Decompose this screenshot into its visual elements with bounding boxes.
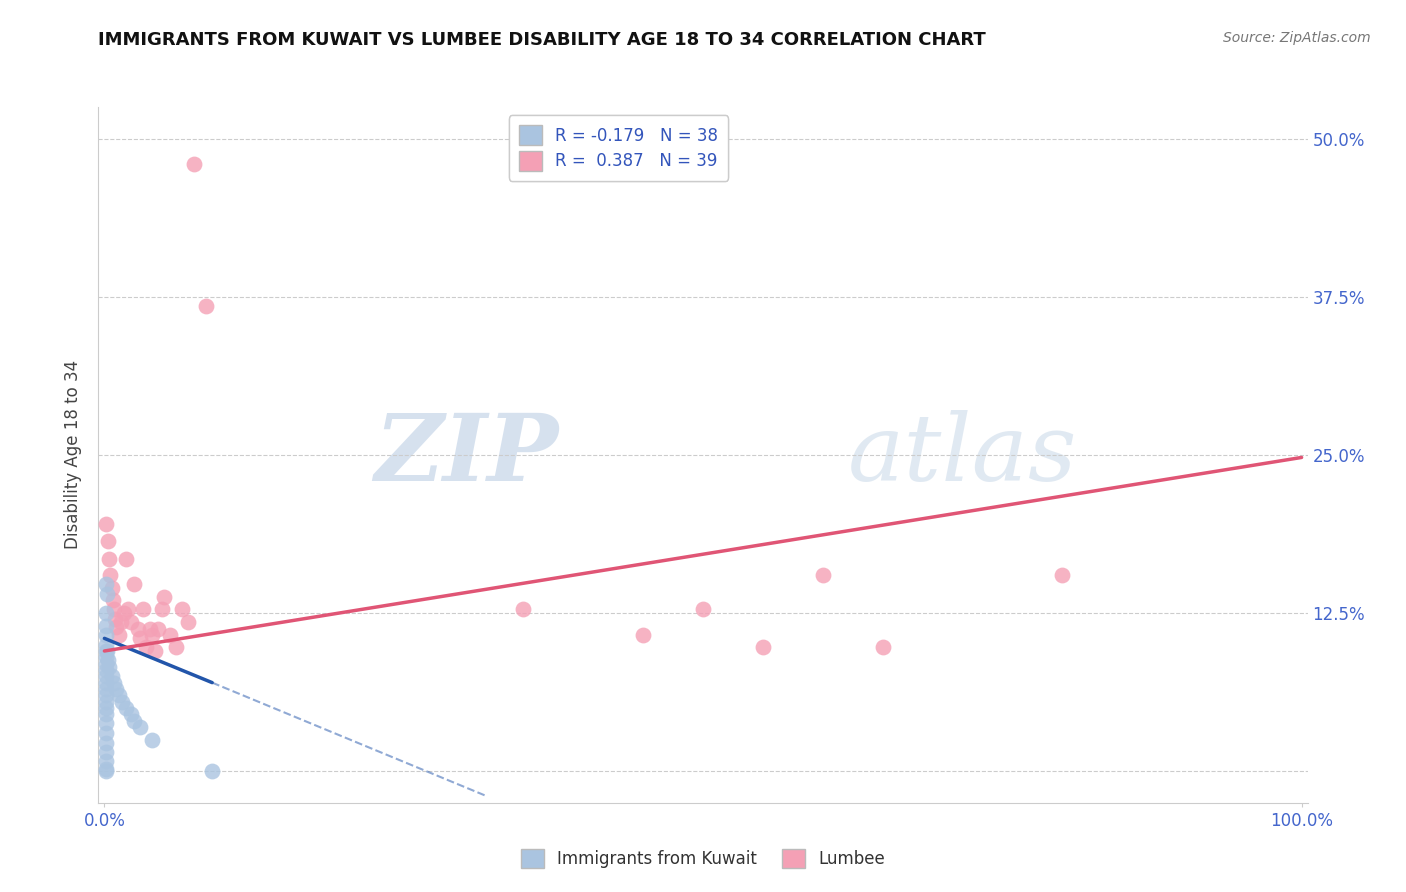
Point xyxy=(94,618,117,632)
Point xyxy=(94,754,117,768)
Point xyxy=(105,620,128,634)
Point xyxy=(631,627,654,641)
Point xyxy=(103,602,125,616)
Point xyxy=(94,762,117,776)
Point xyxy=(141,732,163,747)
Point xyxy=(101,593,124,607)
Point xyxy=(94,701,117,715)
Point xyxy=(94,745,117,759)
Point xyxy=(172,602,194,616)
Point xyxy=(97,533,120,548)
Point xyxy=(124,714,146,728)
Point xyxy=(94,663,117,677)
Point xyxy=(94,681,117,696)
Point xyxy=(100,581,122,595)
Point xyxy=(115,551,138,566)
Point xyxy=(150,602,173,616)
Point xyxy=(129,720,152,734)
Point xyxy=(107,627,129,641)
Point xyxy=(183,157,205,171)
Point xyxy=(129,632,152,646)
Point xyxy=(105,681,128,696)
Point xyxy=(872,640,894,655)
Point xyxy=(139,623,162,637)
Text: Source: ZipAtlas.com: Source: ZipAtlas.com xyxy=(1223,31,1371,45)
Point xyxy=(94,577,117,591)
Point xyxy=(110,615,132,629)
Point xyxy=(132,602,155,616)
Point xyxy=(201,764,224,779)
Point xyxy=(94,736,117,750)
Point xyxy=(96,587,118,601)
Y-axis label: Disability Age 18 to 34: Disability Age 18 to 34 xyxy=(65,360,83,549)
Point xyxy=(153,590,176,604)
Point xyxy=(143,644,166,658)
Point xyxy=(120,615,142,629)
Point xyxy=(512,602,534,616)
Legend: Immigrants from Kuwait, Lumbee: Immigrants from Kuwait, Lumbee xyxy=(513,842,893,875)
Point xyxy=(165,640,187,655)
Point xyxy=(195,299,218,313)
Point xyxy=(94,695,117,709)
Point xyxy=(94,657,117,671)
Point xyxy=(94,726,117,740)
Point xyxy=(94,644,117,658)
Point xyxy=(177,615,200,629)
Point xyxy=(94,638,117,652)
Point xyxy=(94,650,117,665)
Point xyxy=(120,707,142,722)
Point xyxy=(103,675,125,690)
Point xyxy=(98,660,121,674)
Point xyxy=(752,640,775,655)
Point xyxy=(94,627,117,641)
Point xyxy=(1050,568,1073,582)
Legend: R = -0.179   N = 38, R =  0.387   N = 39: R = -0.179 N = 38, R = 0.387 N = 39 xyxy=(509,115,728,180)
Point xyxy=(94,716,117,731)
Point xyxy=(124,577,146,591)
Text: ZIP: ZIP xyxy=(374,410,558,500)
Point xyxy=(104,612,127,626)
Point xyxy=(107,688,129,702)
Point xyxy=(117,602,139,616)
Point xyxy=(94,675,117,690)
Point xyxy=(141,627,163,641)
Point xyxy=(94,707,117,722)
Point xyxy=(98,551,121,566)
Point xyxy=(94,669,117,683)
Point xyxy=(159,627,181,641)
Point xyxy=(115,701,138,715)
Point xyxy=(96,644,118,658)
Text: atlas: atlas xyxy=(848,410,1077,500)
Text: IMMIGRANTS FROM KUWAIT VS LUMBEE DISABILITY AGE 18 TO 34 CORRELATION CHART: IMMIGRANTS FROM KUWAIT VS LUMBEE DISABIL… xyxy=(98,31,986,49)
Point xyxy=(811,568,834,582)
Point xyxy=(127,623,149,637)
Point xyxy=(692,602,714,616)
Point xyxy=(94,517,117,532)
Point xyxy=(112,606,135,620)
Point xyxy=(135,640,157,655)
Point xyxy=(94,688,117,702)
Point xyxy=(94,606,117,620)
Point xyxy=(97,653,120,667)
Point xyxy=(100,568,122,582)
Point xyxy=(111,695,134,709)
Point xyxy=(94,764,117,779)
Point xyxy=(148,623,170,637)
Point xyxy=(100,669,122,683)
